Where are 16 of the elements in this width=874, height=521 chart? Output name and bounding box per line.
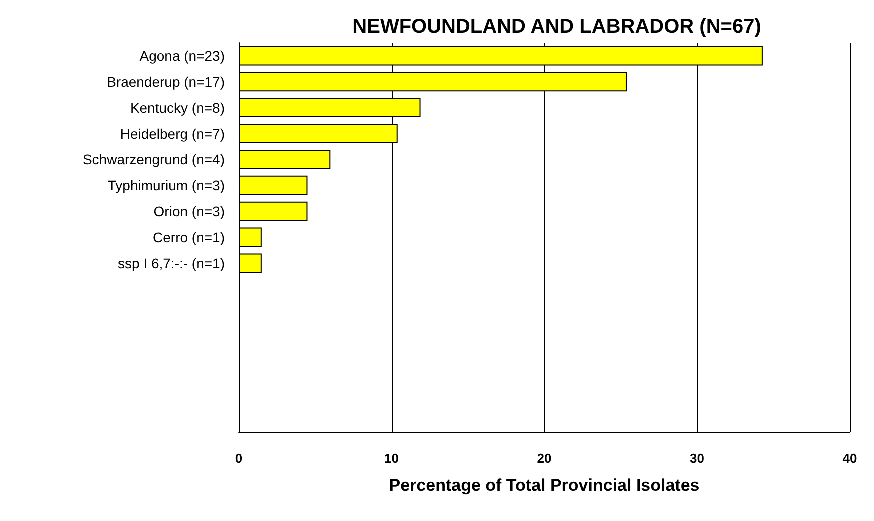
y-tick-label: ssp I 6,7:-:- (n=1) [118,255,225,272]
y-tick-label: Schwarzengrund (n=4) [82,152,225,168]
y-tick-label: Heidelberg (n=7) [120,126,225,142]
chart-title: NEWFOUNDLAND AND LABRADOR (N=67) [352,16,762,38]
y-tick-label: Cerro (n=1) [153,230,225,246]
y-tick-label: Orion (n=3) [154,204,225,220]
x-axis-title: Percentage of Total Provincial Isolates [389,476,700,495]
y-tick-label: Agona (n=23) [140,48,225,64]
y-tick-label: Kentucky (n=8) [130,100,225,116]
x-tick-label: 30 [690,451,704,466]
x-tick-label: 0 [235,451,243,466]
x-tick-label: 40 [842,451,858,466]
y-tick-label: Braenderup (n=17) [107,74,225,90]
x-tick-label: 20 [537,451,552,466]
y-tick-label: Typhimurium (n=3) [108,178,225,194]
x-tick-label: 10 [384,451,399,466]
